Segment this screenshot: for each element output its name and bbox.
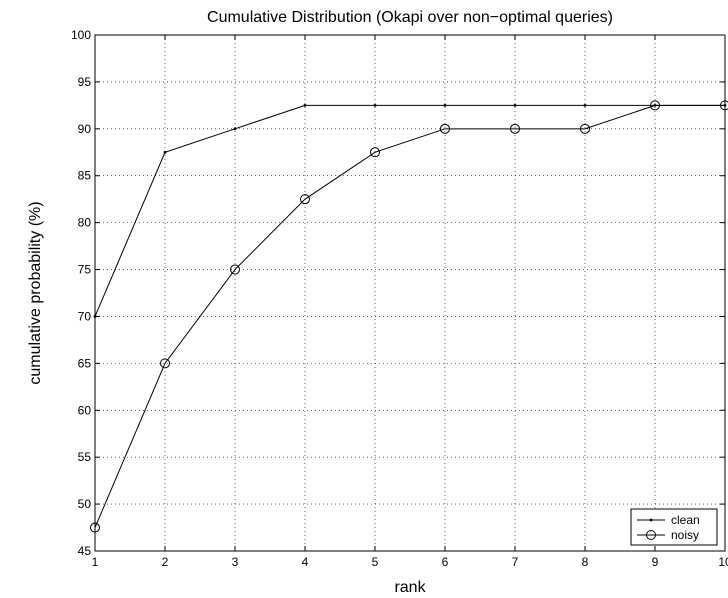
plot-frame — [94, 34, 726, 552]
legend-marker-noisy — [646, 530, 656, 540]
data-point-noisy — [370, 147, 380, 158]
data-point-clean — [233, 127, 237, 131]
y-tick-label: 95 — [78, 75, 92, 89]
data-point-noisy — [650, 100, 660, 111]
data-point-noisy — [300, 194, 310, 205]
y-tick-label: 90 — [78, 122, 92, 136]
x-tick-label: 4 — [302, 555, 309, 569]
legend-box — [630, 508, 718, 546]
y-tick-label: 100 — [71, 28, 91, 42]
data-point-clean — [443, 103, 447, 107]
x-tick-label: 9 — [652, 555, 659, 569]
legend-marker-clean — [649, 518, 653, 522]
y-tick-label: 65 — [78, 356, 92, 370]
data-point-clean — [163, 150, 167, 154]
axis-ticks: 123456789104550556065707580859095100 — [71, 28, 728, 569]
x-tick-label: 10 — [718, 555, 728, 569]
legend-label-clean: clean — [671, 513, 700, 527]
x-tick-label: 1 — [92, 555, 99, 569]
series-line-noisy — [94, 104, 725, 528]
data-point-clean — [583, 103, 587, 107]
chart-title: Cumulative Distribution (Okapi over non−… — [207, 9, 613, 26]
data-point-noisy — [230, 264, 240, 275]
data-point-noisy — [160, 358, 170, 369]
data-point-noisy — [580, 123, 590, 134]
y-tick-label: 75 — [78, 263, 92, 277]
y-tick-label: 55 — [78, 450, 92, 464]
data-point-clean — [93, 315, 97, 318]
data-point-clean — [513, 103, 517, 107]
series-group — [90, 100, 728, 533]
x-tick-label: 5 — [372, 555, 379, 569]
x-axis-label: rank — [394, 579, 426, 596]
data-point-noisy — [440, 123, 450, 134]
grid — [95, 35, 725, 551]
y-tick-label: 50 — [78, 497, 92, 511]
x-tick-label: 3 — [232, 555, 239, 569]
data-point-noisy — [720, 100, 728, 111]
y-tick-label: 45 — [78, 544, 92, 558]
series-line-clean — [94, 104, 725, 317]
data-point-clean — [303, 103, 307, 107]
data-point-noisy — [510, 123, 520, 134]
y-axis-label: cumulative probability (%) — [27, 201, 44, 384]
y-tick-label: 70 — [78, 309, 92, 323]
y-tick-label: 80 — [78, 216, 92, 230]
series-clean — [93, 103, 727, 318]
x-tick-label: 7 — [512, 555, 519, 569]
data-point-noisy — [90, 522, 100, 533]
series-noisy — [90, 100, 728, 533]
data-point-clean — [373, 103, 377, 107]
y-tick-label: 85 — [78, 169, 92, 183]
x-tick-label: 8 — [582, 555, 589, 569]
legend-label-noisy: noisy — [671, 528, 699, 542]
y-tick-label: 60 — [78, 403, 92, 417]
x-tick-label: 2 — [162, 555, 169, 569]
x-tick-label: 6 — [442, 555, 449, 569]
